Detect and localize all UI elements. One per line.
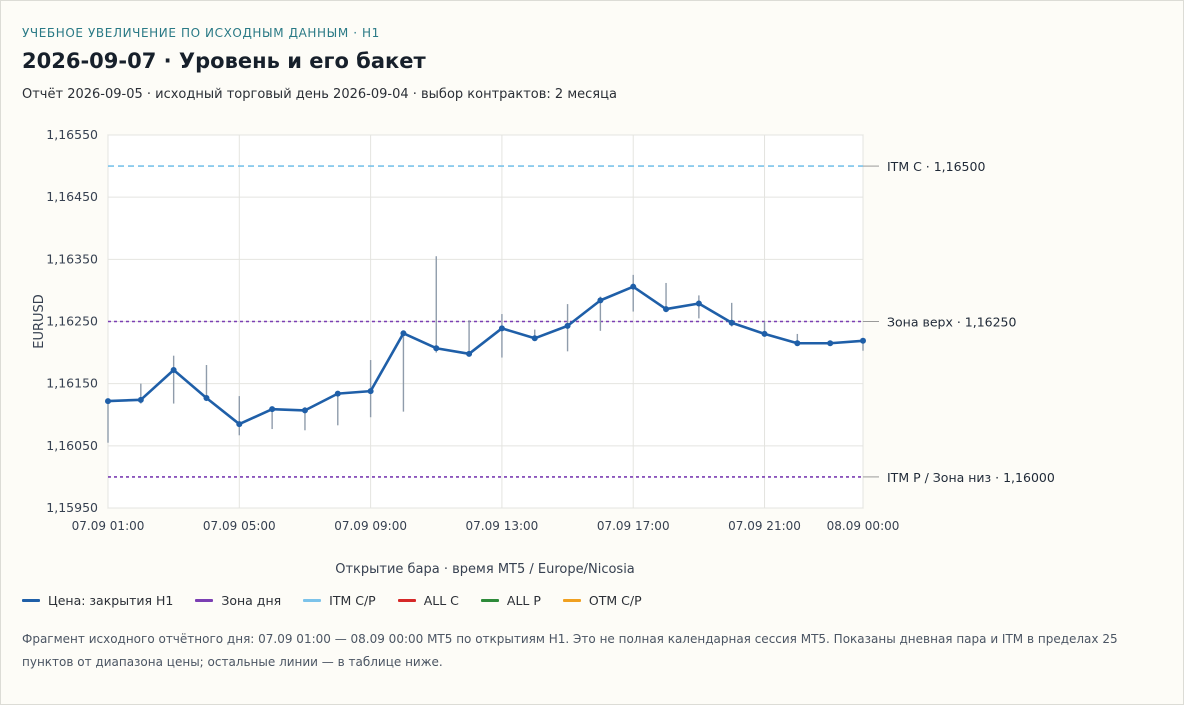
legend-item[interactable]: ALL C xyxy=(397,593,459,608)
legend-item[interactable]: Цена: закрытия H1 xyxy=(22,593,173,608)
legend-item[interactable]: ALL P xyxy=(480,593,541,608)
x-axis-label: Открытие бара · время MT5 / Europe/Nicos… xyxy=(335,562,635,577)
chart-title: 2026-09-07 · Уровень и его бакет xyxy=(22,49,426,73)
legend-label: Зона дня xyxy=(221,593,282,608)
chart-subtitle: Отчёт 2026-09-05 · исходный торговый ден… xyxy=(22,87,617,102)
close-price-point xyxy=(236,421,243,428)
close-price-point xyxy=(728,319,735,326)
level-label: Зона верх · 1,16250 xyxy=(887,315,1017,330)
close-price-point xyxy=(400,330,407,337)
y-axis-label: EURUSD xyxy=(32,294,47,349)
legend-label: ALL C xyxy=(423,593,459,608)
legend-label: ITM C/P xyxy=(329,593,376,608)
close-price-point xyxy=(433,345,440,352)
legend-swatch xyxy=(397,599,416,602)
close-price-point xyxy=(203,394,210,401)
x-tick-label: 07.09 17:00 xyxy=(597,519,670,533)
legend-label: Цена: закрытия H1 xyxy=(48,593,174,608)
close-price-point xyxy=(137,396,144,403)
close-price-point xyxy=(597,297,604,304)
close-price-point xyxy=(761,330,768,337)
legend-swatch xyxy=(195,599,214,602)
legend-label: OTM C/P xyxy=(588,593,642,608)
x-tick-label: 07.09 21:00 xyxy=(728,519,801,533)
y-tick-label: 1,16350 xyxy=(46,251,98,266)
close-price-point xyxy=(498,325,505,332)
y-tick-label: 1,16550 xyxy=(46,127,98,142)
y-tick-label: 1,15950 xyxy=(46,500,98,515)
legend-swatch xyxy=(22,599,40,602)
legend-item[interactable]: OTM C/P xyxy=(562,593,642,608)
y-tick-label: 1,16250 xyxy=(46,314,98,329)
close-price-point xyxy=(367,388,374,395)
legend-swatch xyxy=(303,599,322,602)
chart-kicker: УЧЕБНОЕ УВЕЛИЧЕНИЕ ПО ИСХОДНЫМ ДАННЫМ · … xyxy=(22,26,380,40)
chart-legend: Цена: закрытия H1 Зона дня ITM C/P ALL C ALL… xyxy=(22,593,642,608)
x-tick-label: 08.09 00:00 xyxy=(827,519,900,533)
legend-item[interactable]: ITM C/P xyxy=(303,593,376,608)
level-label: ITM C · 1,16500 xyxy=(887,159,985,174)
close-price-line xyxy=(107,285,864,426)
level-label: ITM P / Зона низ · 1,16000 xyxy=(887,470,1055,485)
close-price-point xyxy=(170,366,177,373)
y-tick-label: 1,16050 xyxy=(46,438,98,453)
legend-swatch xyxy=(480,599,499,602)
close-price-point xyxy=(269,406,276,413)
close-price-point xyxy=(794,340,801,347)
close-price-point xyxy=(663,306,670,313)
close-price-point xyxy=(630,283,637,290)
close-price-point xyxy=(105,398,111,405)
close-price-point xyxy=(695,300,702,307)
y-tick-label: 1,16150 xyxy=(46,376,98,391)
legend-item[interactable]: Зона дня xyxy=(195,593,281,608)
x-tick-label: 07.09 13:00 xyxy=(466,519,539,533)
close-price-point xyxy=(334,390,341,397)
x-tick-label: 07.09 01:00 xyxy=(72,519,145,533)
price-chart: 1,16550 1,16450 1,16350 1,16250 1,16150 1,160… xyxy=(32,127,1055,577)
close-price-point xyxy=(827,340,834,347)
close-price-point xyxy=(531,335,538,342)
x-tick-label: 07.09 09:00 xyxy=(334,519,407,533)
close-price-point xyxy=(860,337,866,344)
legend-label: ALL P xyxy=(506,593,541,608)
close-price-point xyxy=(564,322,571,329)
close-price-point xyxy=(466,350,473,357)
chart-footnote: Фрагмент исходного отчётного дня: 07.09 … xyxy=(22,632,1118,669)
close-price-point xyxy=(301,407,308,414)
x-tick-label: 07.09 05:00 xyxy=(203,519,276,533)
y-tick-label: 1,16450 xyxy=(46,189,98,204)
legend-swatch xyxy=(562,599,581,602)
